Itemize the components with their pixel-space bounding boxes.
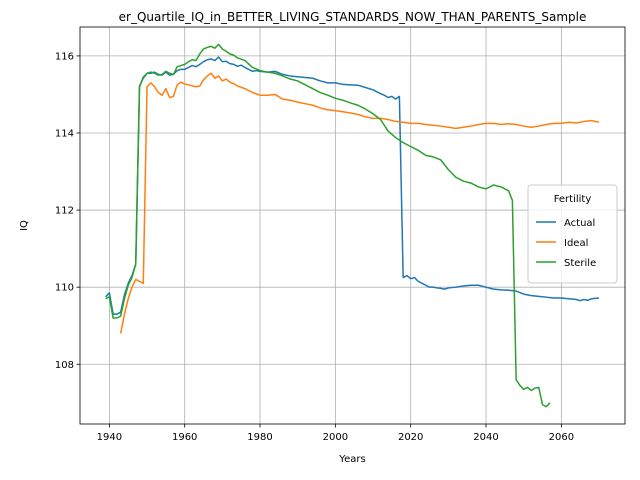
- y-axis-label: IQ: [19, 220, 30, 231]
- axis-ticks: 1940 1960 1980 2000 2020 2040 2060 108 110 112 114…: [55, 51, 574, 443]
- legend-label-ideal: Ideal: [564, 238, 588, 249]
- x-axis-label: Years: [338, 454, 365, 465]
- legend-label-sterile: Sterile: [564, 258, 596, 269]
- y-tick-label: 116: [55, 51, 74, 62]
- legend-entries: Actual Ideal Sterile: [536, 218, 596, 269]
- x-tick-label: 2000: [323, 432, 348, 443]
- series-line-ideal: [119, 72, 600, 334]
- y-tick-label: 114: [55, 128, 74, 139]
- x-tick-label: 2060: [549, 432, 574, 443]
- plot-area-frame: [79, 26, 626, 425]
- series-lines: [105, 43, 600, 408]
- y-tick-label: 112: [55, 206, 74, 217]
- series-line-actual: [105, 56, 600, 315]
- legend-box: [527, 184, 618, 284]
- x-tick-label: 1960: [172, 432, 197, 443]
- series-line-sterile: [105, 43, 551, 408]
- x-tick-label: 2040: [473, 432, 498, 443]
- y-tick-label: 108: [55, 360, 74, 371]
- x-tick-label: 1940: [97, 432, 122, 443]
- legend-label-actual: Actual: [564, 218, 595, 229]
- legend: Fertility Actual Ideal Sterile: [527, 184, 618, 284]
- y-tick-label: 110: [55, 283, 74, 294]
- chart-title: er_Quartile_IQ_in_BETTER_LIVING_STANDARD…: [119, 10, 587, 24]
- x-tick-label: 2020: [398, 432, 423, 443]
- x-tick-label: 1980: [247, 432, 272, 443]
- legend-title: Fertility: [554, 194, 592, 205]
